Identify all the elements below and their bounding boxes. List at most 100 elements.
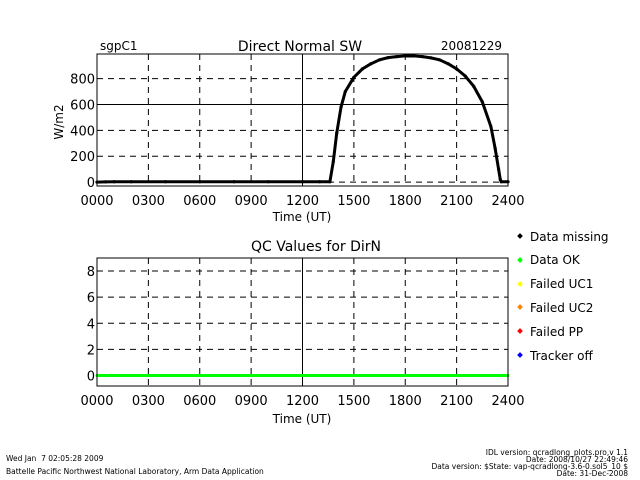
top-chart-grid (97, 54, 508, 186)
data-point (455, 67, 459, 71)
data-point (420, 54, 424, 59)
x-tick-label: 0600 (183, 394, 216, 409)
x-tick-label: 2100 (440, 394, 473, 409)
legend-item: Failed PP (517, 325, 583, 339)
footer-data-version: Data version: $State: vap-qcradlong-3.6-… (431, 462, 628, 471)
x-tick-label: 1800 (389, 394, 422, 409)
data-point (232, 180, 236, 184)
data-point (300, 180, 305, 184)
legend-label: Tracker off (529, 349, 593, 363)
bottom-chart-grid (97, 258, 508, 386)
legend-marker (517, 352, 523, 358)
data-point (493, 146, 497, 151)
data-point (499, 180, 503, 184)
footer-date: Date: 2008/10/27 22:49:46 (526, 455, 628, 464)
y-tick-label: 800 (70, 73, 95, 88)
data-point (343, 89, 347, 94)
y-tick-label: 0 (87, 176, 95, 191)
data-point (472, 84, 476, 88)
bottom-chart-series (95, 374, 510, 378)
y-tick-label: 8 (87, 265, 95, 280)
x-tick-label: 2400 (491, 394, 524, 409)
x-tick-label: 0600 (183, 194, 216, 209)
data-point (360, 67, 365, 71)
x-tick-label: 1800 (389, 194, 422, 209)
bottom-chart-frame (96, 257, 509, 387)
top-chart-series (95, 54, 510, 184)
x-tick-label: 0000 (80, 394, 113, 409)
data-point (403, 54, 407, 58)
bottom-chart-title: QC Values for DirN (251, 239, 381, 255)
x-tick-label: 1200 (286, 194, 319, 209)
legend: Data missing Data OK Failed UC1 Failed U… (517, 230, 609, 363)
data-point (318, 180, 322, 184)
y-tick-label: 0 (87, 370, 95, 385)
y-tick-label: 6 (87, 291, 95, 306)
footer-date-2: Date: 31-Dec-2008 (557, 469, 629, 478)
x-tick-label: 1500 (337, 194, 370, 209)
data-point (429, 56, 433, 60)
x-tick-label: 0300 (132, 394, 165, 409)
data-point (163, 180, 168, 184)
footer-institution: Battelle Pacific Northwest National Labo… (6, 467, 264, 476)
legend-marker (517, 257, 523, 263)
x-tick-label: 2400 (491, 194, 524, 209)
x-tick-label: 2100 (440, 194, 473, 209)
legend-label: Failed UC2 (530, 301, 593, 315)
data-point (489, 124, 493, 129)
data-point (463, 74, 467, 78)
legend-item: Failed UC1 (517, 277, 593, 291)
footer-idl-version: IDL version: qcradlong_plots.pro,v 1.1 (486, 448, 628, 457)
bottom-chart-xlabel: Time (UT) (272, 412, 332, 426)
data-point (103, 180, 108, 184)
data-point (369, 62, 373, 66)
x-tick-label: 1200 (286, 394, 319, 409)
data-point (377, 58, 382, 62)
data-point (496, 167, 501, 171)
legend-label: Data OK (530, 253, 581, 267)
top-chart-ylabel: W/m2 (52, 104, 66, 139)
x-tick-label: 1500 (337, 394, 370, 409)
data-point (412, 54, 416, 58)
site-label: sgpC1 (100, 39, 138, 53)
legend-marker (517, 281, 523, 287)
data-point (328, 180, 332, 184)
data-point (386, 56, 390, 60)
legend-label: Data missing (530, 230, 609, 244)
y-tick-label: 400 (70, 124, 95, 139)
legend-marker (517, 304, 523, 310)
x-tick-label: 0900 (235, 394, 268, 409)
data-point (446, 62, 450, 66)
legend-item: Data missing (517, 230, 609, 244)
date-label: 20081229 (441, 39, 502, 53)
top-chart-xlabel: Time (UT) (272, 210, 332, 224)
legend-item: Failed UC2 (517, 301, 593, 315)
data-point (331, 159, 335, 164)
x-tick-label: 0000 (80, 194, 113, 209)
data-point (437, 58, 442, 62)
y-tick-label: 4 (87, 317, 95, 332)
data-point (339, 105, 343, 109)
legend-label: Failed UC1 (530, 277, 593, 291)
legend-item: Data OK (517, 253, 581, 267)
data-point (352, 75, 356, 79)
data-point (198, 180, 202, 184)
data-point (335, 131, 339, 135)
data-point (129, 180, 133, 184)
y-tick-label: 600 (70, 98, 95, 113)
top-chart-ticks: 0000 0300 0600 0900 1200 1500 1800 2100 2400 0 200… (70, 73, 524, 209)
footer-timestamp: Wed Jan 7 02:05:28 2009 (6, 454, 104, 463)
legend-marker (517, 233, 523, 239)
data-point (480, 100, 484, 104)
x-tick-label: 0900 (235, 194, 268, 209)
y-tick-label: 2 (87, 343, 95, 358)
top-chart-frame (96, 53, 509, 187)
data-point (112, 180, 116, 184)
bottom-chart-ticks: 0000 0300 0600 0900 1200 1500 1800 2100 2400 0 2 4 6… (80, 265, 524, 409)
data-point (266, 180, 270, 184)
legend-item: Tracker off (517, 349, 593, 363)
legend-label: Failed PP (530, 325, 583, 339)
legend-marker (517, 328, 523, 334)
x-tick-label: 0300 (132, 194, 165, 209)
